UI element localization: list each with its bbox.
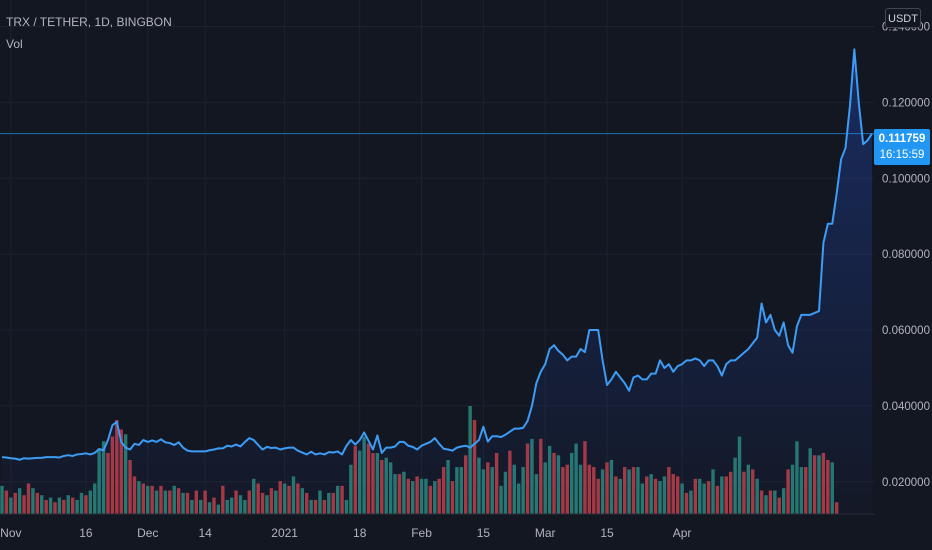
x-tick-label: 15 [477,526,491,540]
legend-volume-label: Vol [6,37,23,51]
last-price-badge: 0.111759 16:15:59 [874,129,930,165]
price-line [1,48,873,461]
time-axis: Nov 16 Dec 14 2021 18 Feb 15 Mar 15 Apr [0,526,691,540]
legend-title: TRX / TETHER, 1D, BINGBON [6,15,172,29]
y-tick-label: 0.080000 [882,249,930,261]
volume-bar [0,485,4,514]
x-tick-label: Dec [137,526,158,540]
x-tick-label: 14 [198,526,212,540]
bar-countdown: 16:15:59 [879,149,925,161]
x-tick-label: 18 [353,526,367,540]
last-price-value: 0.111759 [878,133,926,145]
x-tick-label: Nov [0,526,21,540]
price-axis: 0.020000 0.040000 0.060000 0.080000 0.100000… [882,22,930,489]
y-tick-label: 0.060000 [882,325,930,337]
currency-button[interactable]: USDT [885,8,921,28]
x-tick-label: 2021 [271,526,298,540]
y-tick-label: 0.040000 [882,401,930,413]
price-area [2,49,872,515]
y-tick-label: 0.120000 [882,97,930,109]
y-tick-label: 0.020000 [882,477,930,489]
y-tick-label: 0.100000 [882,173,930,185]
x-tick-label: Mar [535,526,556,540]
grid [0,0,874,514]
x-tick-label: Feb [411,526,432,540]
x-tick-label: 16 [79,526,93,540]
x-tick-label: 15 [600,526,614,540]
x-tick-label: Apr [673,526,692,540]
